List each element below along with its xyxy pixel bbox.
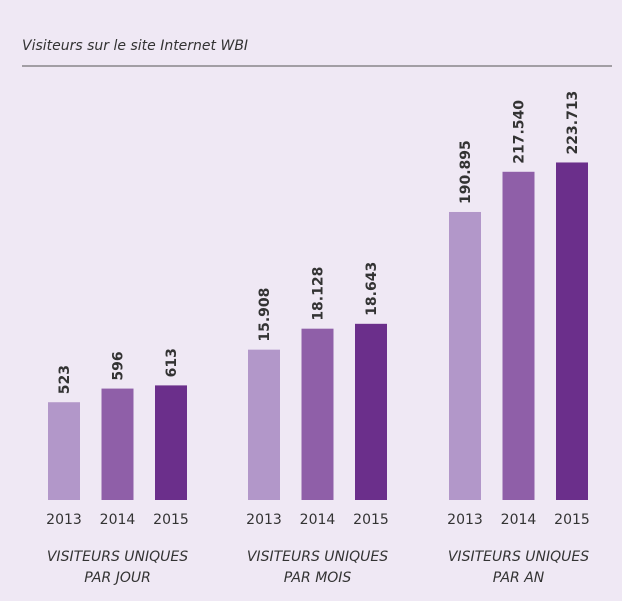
bar bbox=[248, 349, 280, 500]
x-tick-label: 2014 bbox=[501, 512, 537, 528]
bar bbox=[502, 171, 535, 501]
x-tick-label: 2015 bbox=[353, 512, 389, 528]
group-label: PAR AN bbox=[493, 570, 545, 586]
bar bbox=[155, 385, 187, 500]
bar bbox=[101, 388, 134, 500]
value-label: 523 bbox=[57, 365, 73, 394]
group-label: VISITEURS UNIQUES bbox=[448, 549, 589, 565]
value-label: 15.908 bbox=[257, 288, 273, 342]
value-label: 18.643 bbox=[364, 262, 380, 316]
value-label: 223.713 bbox=[565, 91, 581, 155]
value-label: 190.895 bbox=[458, 140, 474, 204]
x-tick-label: 2013 bbox=[447, 512, 483, 528]
group-label: PAR JOUR bbox=[84, 570, 151, 586]
x-tick-label: 2014 bbox=[100, 512, 136, 528]
bar bbox=[556, 162, 588, 500]
x-tick-label: 2013 bbox=[246, 512, 282, 528]
x-tick-label: 2015 bbox=[153, 512, 189, 528]
x-tick-label: 2013 bbox=[46, 512, 82, 528]
bar bbox=[48, 402, 80, 500]
x-tick-label: 2015 bbox=[554, 512, 590, 528]
value-label: 613 bbox=[164, 348, 180, 377]
group-label: VISITEURS UNIQUES bbox=[47, 549, 188, 565]
group-label: PAR MOIS bbox=[284, 570, 352, 586]
value-label: 18.128 bbox=[311, 267, 327, 321]
x-tick-label: 2014 bbox=[300, 512, 336, 528]
bar bbox=[301, 328, 334, 500]
value-label: 596 bbox=[111, 351, 127, 380]
chart-title: Visiteurs sur le site Internet WBI bbox=[22, 38, 248, 54]
group-label: VISITEURS UNIQUES bbox=[247, 549, 388, 565]
value-label: 217.540 bbox=[512, 100, 528, 164]
bar bbox=[355, 323, 387, 500]
bar bbox=[449, 211, 481, 501]
